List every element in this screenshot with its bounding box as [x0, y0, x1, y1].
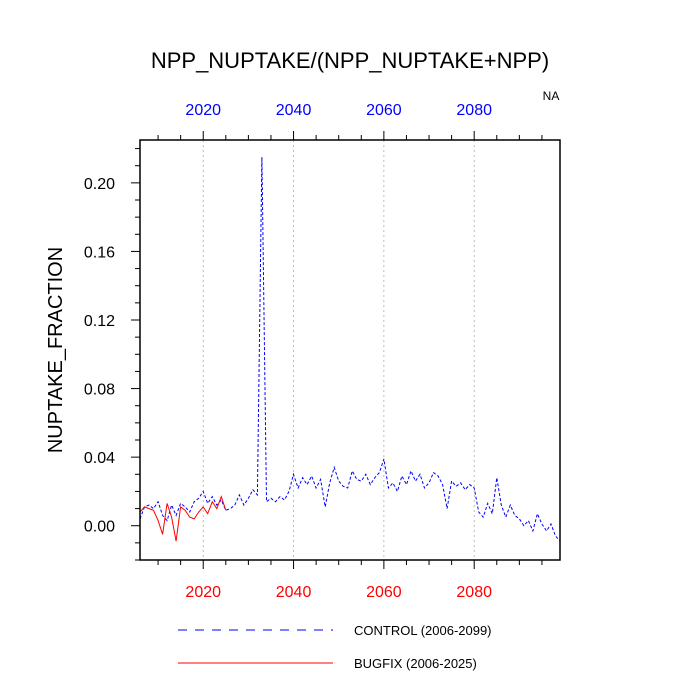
series-line-control: [140, 157, 560, 542]
series-line-bugfix: [140, 495, 227, 542]
x-tick-label-bottom: 2020: [185, 584, 221, 601]
x-tick-label-top: 2060: [366, 102, 402, 119]
chart-title: NPP_NUPTAKE/(NPP_NUPTAKE+NPP): [151, 48, 549, 73]
y-tick-label: 0.20: [84, 176, 115, 193]
x-tick-label-top: 2020: [185, 102, 221, 119]
y-tick-label: 0.00: [84, 519, 115, 536]
grid-lines: [202, 140, 475, 560]
x-tick-label-top: 2080: [456, 102, 492, 119]
x-tick-label-bottom: 2060: [366, 584, 402, 601]
y-tick-label: 0.16: [84, 244, 115, 261]
series-layer: [140, 157, 560, 542]
x-tick-label-bottom: 2080: [456, 584, 492, 601]
x-tick-label-bottom: 2040: [276, 584, 312, 601]
y-tick-label: 0.08: [84, 382, 115, 399]
y-tick-label: 0.04: [84, 450, 115, 467]
x-tick-label-top: 2040: [276, 102, 312, 119]
corner-label: NA: [543, 89, 560, 103]
y-axis-label: NUPTAKE_FRACTION: [45, 247, 67, 453]
plot-frame: [139, 139, 561, 561]
legend-label-control: CONTROL (2006-2099): [354, 623, 492, 638]
legend-label-bugfix: BUGFIX (2006-2025): [354, 656, 477, 671]
axes: 2020 2020 2040 2040 2060 2060 2080 2080 0.00 0.04…: [84, 102, 543, 601]
y-tick-label: 0.12: [84, 313, 115, 330]
legend: CONTROL (2006-2099) BUGFIX (2006-2025): [178, 623, 492, 671]
